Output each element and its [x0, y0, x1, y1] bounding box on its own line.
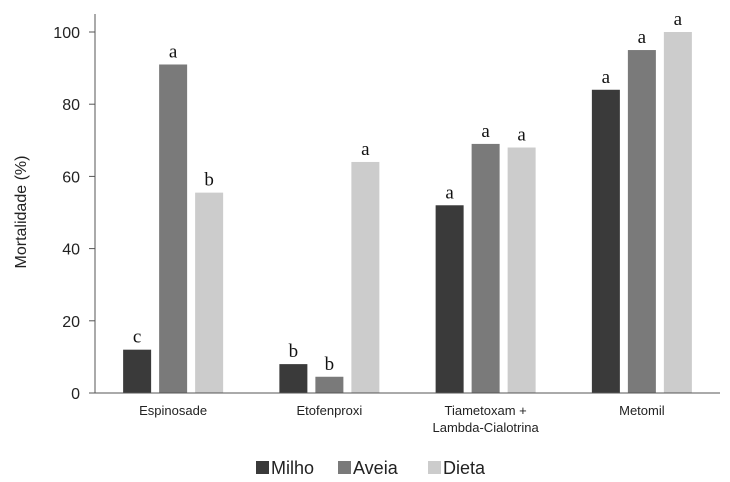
significance-label: a [169, 41, 178, 62]
bar-dieta [195, 192, 224, 393]
significance-label: a [638, 27, 647, 48]
bars: c a b b b a a a a a a a [123, 9, 692, 394]
significance-label: a [674, 9, 683, 30]
legend-swatch-aveia [338, 461, 351, 474]
legend-swatch-dieta [428, 461, 441, 474]
y-tick-label: 40 [62, 242, 80, 259]
x-tick-label: Tiametoxam + Lambda-Cialotrina [433, 403, 540, 435]
x-tick-label: Etofenproxi [296, 403, 362, 418]
y-tick-label: 100 [53, 25, 80, 42]
bar-milho [591, 89, 620, 393]
legend-label-aveia: Aveia [353, 458, 399, 478]
bar-dieta [507, 147, 536, 393]
bar-milho [435, 205, 464, 393]
significance-label: a [481, 121, 490, 142]
significance-label: b [289, 341, 299, 362]
bar-aveia [159, 64, 188, 394]
significance-label: a [361, 139, 370, 160]
y-tick-label: 20 [62, 314, 80, 331]
significance-label: a [517, 125, 526, 146]
significance-label: b [325, 354, 335, 375]
significance-label: a [445, 182, 454, 203]
legend-label-dieta: Dieta [443, 458, 486, 478]
bar-aveia [471, 143, 500, 393]
bar-aveia [627, 50, 656, 394]
x-tick-label: Metomil [619, 403, 665, 418]
y-tick-label: 60 [62, 169, 80, 186]
legend-label-milho: Milho [271, 458, 314, 478]
bar-dieta [663, 32, 692, 393]
significance-label: b [204, 170, 214, 191]
bar-milho [123, 349, 152, 393]
y-tick-label: 0 [71, 386, 80, 403]
significance-label: c [133, 327, 141, 348]
y-tick-label: 80 [62, 97, 80, 114]
legend: Milho Aveia Dieta [256, 458, 486, 478]
significance-label: a [602, 67, 611, 88]
y-axis-label: Mortalidade (%) [13, 156, 30, 269]
x-tick-label: Espinosade [139, 403, 207, 418]
bar-milho [279, 364, 308, 393]
bar-dieta [351, 161, 380, 393]
x-axis: Espinosade Etofenproxi Tiametoxam + Lambda-… [95, 392, 720, 435]
y-axis: 0 20 40 60 80 100 [53, 14, 96, 403]
bar-aveia [315, 376, 344, 393]
legend-swatch-milho [256, 461, 269, 474]
